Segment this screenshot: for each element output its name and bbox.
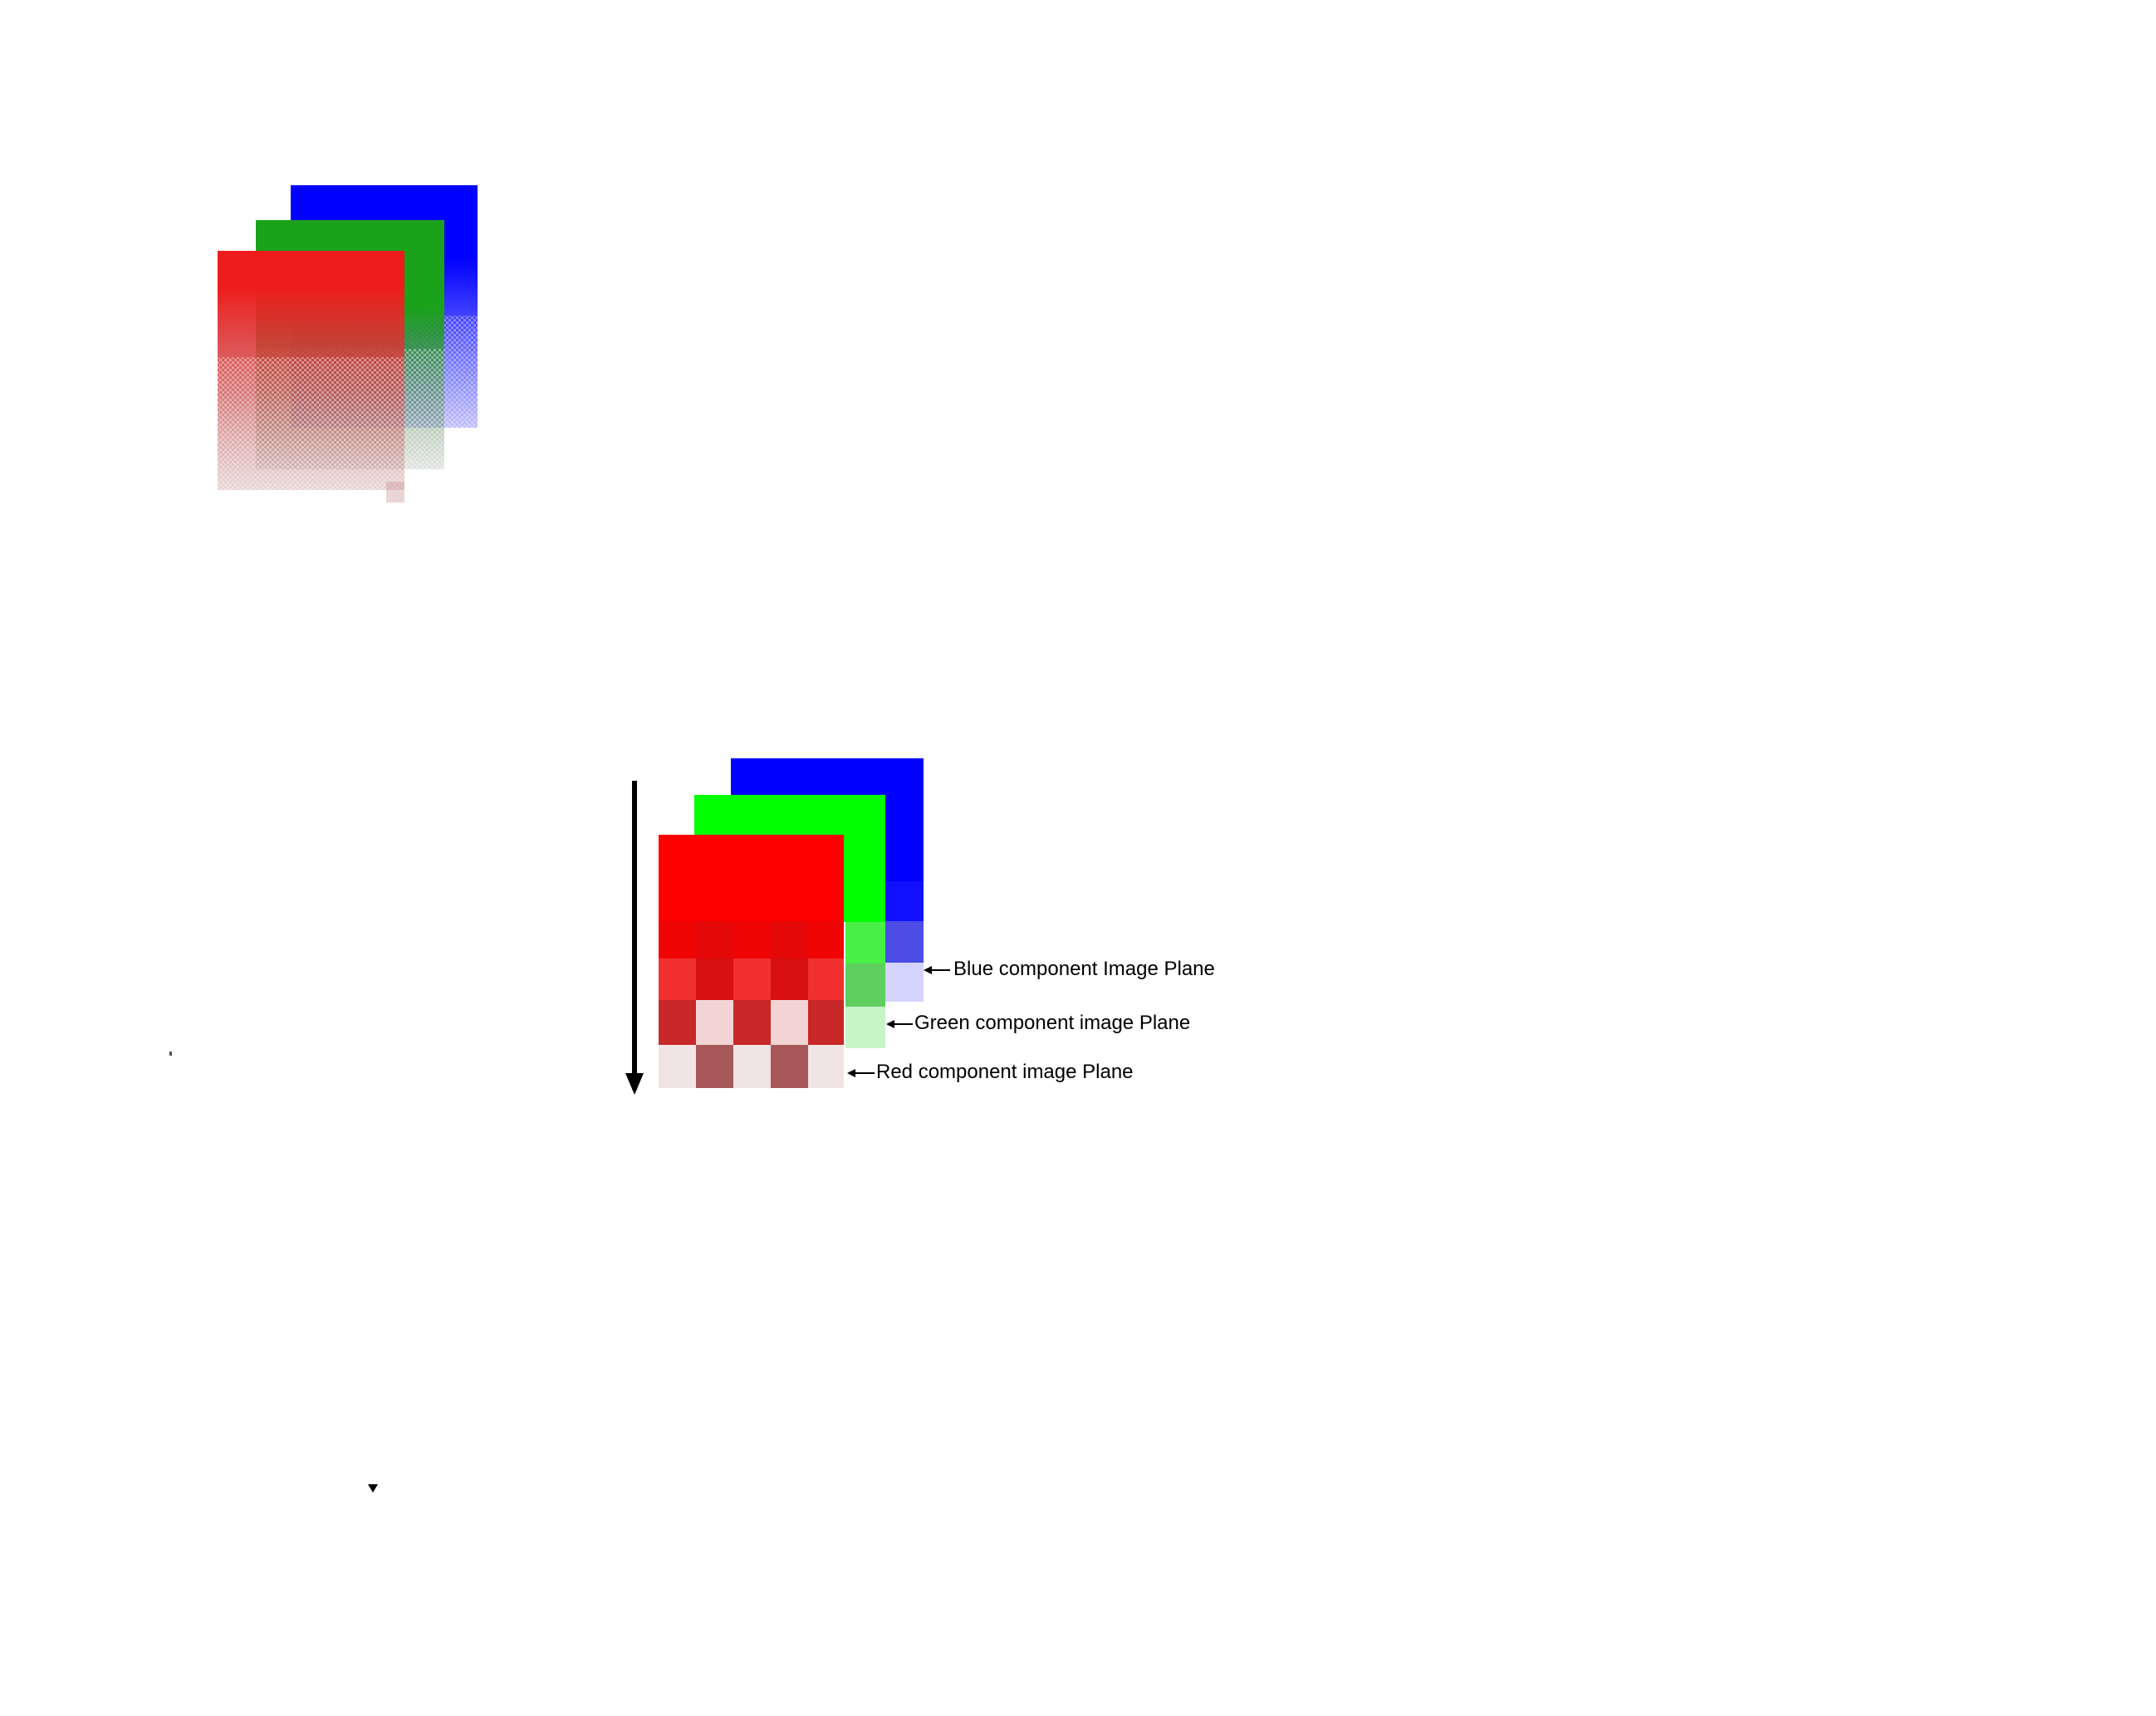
- left-arrow-icon: [886, 1020, 894, 1028]
- left-arrow-icon: [847, 1069, 855, 1077]
- blue-plane-label: Blue component Image Plane: [953, 958, 1215, 980]
- down-arrow-icon: [625, 781, 644, 1095]
- top-red-plane: [218, 251, 404, 503]
- stray-mark: [169, 1052, 172, 1056]
- small-down-triangle-icon: [368, 1484, 378, 1493]
- red-plane-label: Red component image Plane: [876, 1061, 1134, 1083]
- left-arrow-icon: [924, 966, 932, 974]
- bottom-red-plane: [659, 835, 844, 1088]
- bottom-plane-stack: [625, 758, 924, 1095]
- top-plane-stack: [218, 185, 478, 503]
- green-plane-label: Green component image Plane: [914, 1012, 1191, 1034]
